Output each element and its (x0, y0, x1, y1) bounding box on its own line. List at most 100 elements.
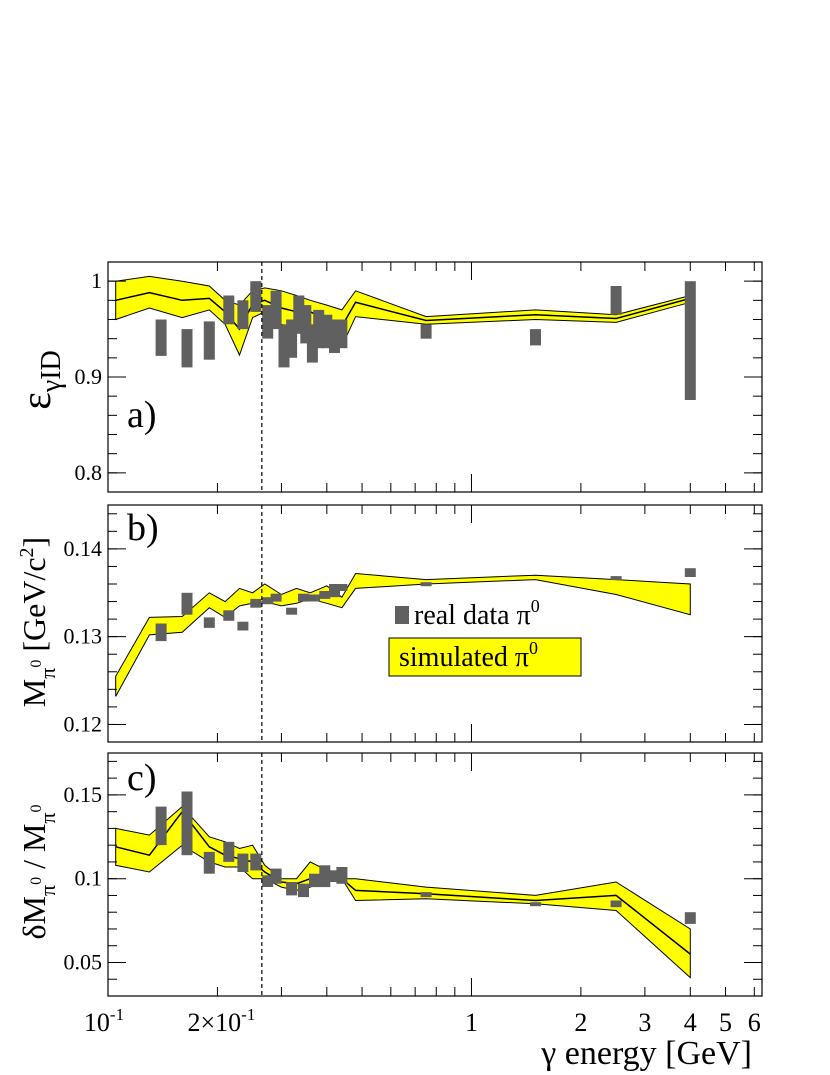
data-point (306, 324, 318, 363)
data-point (336, 867, 348, 884)
data-point (336, 319, 348, 349)
data-point (329, 584, 340, 598)
data-point (684, 912, 696, 924)
x-tick-label: 2 (574, 1008, 587, 1037)
data-point (286, 882, 298, 896)
data-point (286, 607, 298, 615)
data-point (155, 623, 167, 642)
data-point (181, 592, 193, 615)
y-axis-title-c: δMπ0 / Mπ0 (16, 804, 60, 939)
data-point (223, 841, 235, 862)
data-point (270, 868, 282, 884)
simulated-central-line (115, 291, 691, 331)
data-point (155, 319, 167, 356)
data-point (420, 892, 432, 898)
x-axis: 10-1 2×10-1 1 2 3 4 5 6γ energy [GeV] (84, 1005, 761, 1072)
y-tick-label: 0.14 (64, 536, 103, 561)
y-tick-label: 0.15 (64, 782, 103, 807)
legend-data-label: real data π0 (414, 596, 540, 631)
data-point (684, 568, 696, 577)
x-tick-label: 1 (465, 1008, 478, 1037)
data-point (321, 314, 333, 349)
data-point (270, 290, 282, 330)
x-axis-title: γ energy [GeV] (540, 1035, 752, 1072)
legend: real data π0 simulated π0 (388, 596, 582, 677)
y-tick-label: 0.9 (75, 364, 103, 389)
data-point (262, 875, 274, 887)
data-point (181, 329, 193, 368)
legend-data-marker (395, 606, 409, 624)
data-point (329, 870, 340, 882)
data-point (319, 591, 331, 599)
panel-b: 0.12 0.13 0.14 b) Mπ0 [GeV/c2] real data π0 si… (16, 504, 763, 743)
data-point (298, 593, 309, 602)
simulated-band (115, 275, 691, 357)
data-point (336, 584, 348, 591)
data-point (298, 883, 309, 898)
data-point (223, 610, 235, 621)
data-point (610, 900, 622, 908)
data-point (237, 853, 249, 872)
data-point (278, 324, 290, 368)
data-point (309, 594, 320, 602)
data-point (155, 806, 167, 846)
plot-area (115, 568, 696, 697)
panel-c: 0.05 0.1 0.15 c) δMπ0 / Mπ0 (16, 752, 763, 997)
data-point (286, 319, 298, 358)
y-tick-label: 0.13 (64, 624, 103, 649)
x-tick-label: 2×10-1 (187, 1005, 255, 1037)
data-point (250, 853, 262, 871)
data-point (203, 851, 215, 874)
panel-frame (107, 752, 763, 997)
data-point (300, 305, 312, 344)
panel-label: c) (127, 757, 157, 799)
data-point (610, 286, 622, 315)
legend-sim-label: simulated π0 (399, 638, 538, 673)
data-point (309, 873, 320, 888)
data-point (203, 321, 215, 360)
y-tick-label: 0.8 (75, 460, 103, 485)
x-tick-label: 3 (638, 1008, 651, 1037)
simulated-band (115, 572, 691, 697)
svg-text:Mπ0 [GeV/c2]: Mπ0 [GeV/c2] (16, 537, 60, 707)
data-point (684, 281, 696, 400)
x-tick-label: 4 (684, 1008, 697, 1037)
y-tick-label: 0.1 (75, 866, 103, 891)
data-point (237, 300, 249, 330)
y-tick-label: 0.12 (64, 711, 103, 736)
data-point (313, 309, 325, 349)
legend-sim-box (388, 637, 582, 677)
data-point (530, 902, 541, 907)
data-point (329, 319, 340, 353)
data-point (223, 295, 235, 325)
y-axis-title-a: εγID (14, 350, 67, 410)
data-point (250, 281, 262, 312)
panel-label: b) (127, 507, 159, 549)
svg-text:εγID: εγID (14, 350, 67, 410)
y-tick-label: 0.05 (64, 949, 103, 974)
data-point (420, 324, 432, 339)
data-point (262, 305, 274, 339)
panel-frame (107, 504, 763, 743)
data-point (530, 329, 541, 346)
data-point (293, 295, 305, 334)
data-point (319, 865, 331, 888)
data-point (203, 617, 215, 628)
data-point (181, 791, 193, 856)
data-point (237, 621, 249, 631)
y-tick-label: 1 (91, 268, 102, 293)
data-point (262, 597, 274, 605)
data-point (270, 593, 282, 602)
panel-label: a) (127, 394, 157, 436)
panel-a: 0.8 0.9 1 a) εγID (14, 261, 763, 493)
data-point (250, 598, 262, 608)
plot-area (115, 275, 696, 400)
plot-area (115, 791, 696, 979)
x-tick-label: 5 (719, 1008, 732, 1037)
svg-text:δMπ0 / Mπ0: δMπ0 / Mπ0 (16, 804, 60, 939)
x-tick-label: 6 (748, 1008, 761, 1037)
data-point (420, 582, 432, 587)
y-axis-title-b: Mπ0 [GeV/c2] (16, 537, 60, 707)
data-point (610, 576, 622, 581)
